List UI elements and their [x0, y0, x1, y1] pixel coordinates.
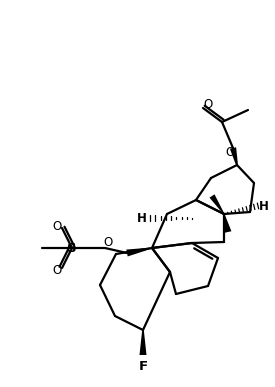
Text: H: H: [259, 200, 269, 212]
Text: O: O: [226, 146, 235, 159]
Text: H: H: [137, 212, 147, 224]
Text: F: F: [138, 360, 148, 373]
Polygon shape: [210, 194, 224, 214]
Polygon shape: [139, 330, 147, 355]
Polygon shape: [126, 248, 152, 257]
Text: O: O: [204, 99, 213, 111]
Polygon shape: [224, 214, 232, 233]
Text: O: O: [103, 236, 113, 250]
Text: O: O: [52, 264, 62, 276]
Text: S: S: [67, 241, 77, 255]
Polygon shape: [230, 147, 238, 165]
Text: O: O: [52, 219, 62, 233]
